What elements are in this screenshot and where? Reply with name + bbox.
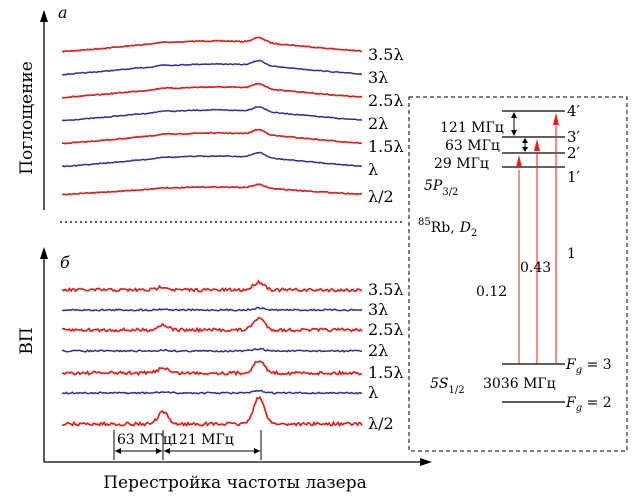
traces-b-trace-1: [61, 306, 363, 312]
arrowhead-icon: [511, 130, 517, 136]
arrowhead-icon: [553, 113, 559, 125]
upper-spacing-121: 121 МГц: [440, 120, 504, 136]
arrowhead-icon: [534, 139, 540, 151]
traces-b-trace-5: [61, 389, 363, 395]
traces-a-trace-5: [61, 151, 363, 168]
traces-a-label-3: 2λ: [368, 114, 388, 133]
arrowhead-icon: [115, 448, 121, 454]
panel-a-ylabel: Поглощение: [17, 61, 37, 175]
level-label-4prime: 4′: [567, 102, 581, 120]
panel-a-traces: 3.5λ 3λ 2.5λ 2λ 1.5λ λ λ/2: [61, 36, 404, 206]
lower-spacing: 3036 МГц: [483, 376, 556, 392]
spacing-label-121: 121 МГц: [170, 432, 234, 448]
level-label-2prime: 2′: [567, 144, 581, 162]
traces-a-trace-1: [61, 59, 363, 76]
fg2-eq: = 2: [582, 395, 612, 411]
traces-b-trace-4: [61, 360, 363, 377]
arrowhead-icon: [156, 448, 162, 454]
panel-a-letter: а: [58, 3, 68, 22]
strength-012: 0.12: [476, 284, 507, 300]
panel-b-ylabel: ВП: [17, 327, 37, 354]
traces-a-trace-3: [61, 106, 363, 122]
upper-spacing-63: 63 МГц: [445, 138, 500, 154]
traces-a-trace-6: [61, 183, 363, 196]
traces-a-label-4: 1.5λ: [368, 137, 404, 156]
atom-line-sub: 2: [471, 228, 477, 239]
traces-a-label-6: λ/2: [368, 187, 394, 206]
lower-state-label: 5S1/2: [430, 376, 465, 396]
arrowhead-icon: [516, 155, 522, 167]
x-arrow-icon: [420, 458, 432, 466]
traces-b-label-1: 3λ: [368, 300, 388, 319]
level-label-1prime: 1′: [567, 168, 581, 186]
arrowhead-icon: [254, 448, 260, 454]
traces-b-label-5: λ: [368, 383, 378, 402]
traces-b-label-2: 2.5λ: [368, 320, 404, 339]
level-label-fg3: Fg = 3: [565, 357, 612, 376]
panel-a-y-arrow-icon: [40, 10, 48, 22]
fg2-sub: g: [576, 403, 582, 414]
traces-a-label-2: 2.5λ: [368, 91, 404, 110]
upper-spacing-29: 29 МГц: [434, 156, 489, 172]
atom-mass: 85: [418, 217, 431, 228]
traces-a-label-1: 3λ: [368, 68, 388, 87]
arrowhead-icon: [511, 112, 517, 118]
traces-b-label-6: λ/2: [368, 414, 394, 433]
fg3-f: F: [565, 357, 577, 373]
atom-label: 85Rb, D2: [418, 217, 477, 239]
fg2-f: F: [565, 395, 577, 411]
traces-b-trace-3: [61, 347, 363, 353]
strength-043: 0.43: [520, 260, 551, 276]
traces-a-label-5: λ: [368, 160, 378, 179]
strength-1: 1: [567, 246, 576, 262]
traces-b-label-4: 1.5λ: [368, 363, 404, 382]
traces-b-trace-2: [61, 316, 363, 334]
atom-element: Rb,: [431, 220, 455, 236]
upper-state-label: 5P3/2: [424, 178, 458, 198]
panel-b-letter: б: [60, 253, 70, 272]
level-diagram-frame: [408, 96, 628, 452]
traces-b-label-3: 2λ: [368, 341, 388, 360]
arrowhead-icon: [164, 448, 170, 454]
lower-state-term: 5S: [430, 376, 449, 392]
arrowhead-icon: [522, 147, 528, 152]
traces-b-trace-6: [61, 395, 363, 428]
x-axis-label: Перестройка частоты лазера: [103, 473, 367, 493]
traces-a-trace-2: [61, 82, 363, 99]
traces-b-trace-0: [61, 279, 363, 293]
lower-state-sub: 1/2: [449, 385, 465, 396]
arrowhead-icon: [522, 138, 528, 143]
traces-a-trace-4: [61, 128, 363, 145]
traces-a-label-0: 3.5λ: [368, 45, 404, 64]
upper-state-sub: 3/2: [442, 187, 458, 198]
spacing-label-63: 63 МГц: [117, 432, 172, 448]
fg3-eq: = 3: [582, 357, 612, 373]
atom-line: D: [459, 220, 471, 236]
level-label-fg2: Fg = 2: [565, 395, 612, 414]
upper-state-term: 5P: [424, 178, 443, 194]
traces-a-trace-0: [61, 36, 363, 53]
level-label-3prime: 3′: [567, 128, 581, 146]
traces-b-label-0: 3.5λ: [368, 280, 404, 299]
panel-b-y-arrow-icon: [40, 247, 48, 259]
fg3-sub: g: [576, 365, 582, 376]
